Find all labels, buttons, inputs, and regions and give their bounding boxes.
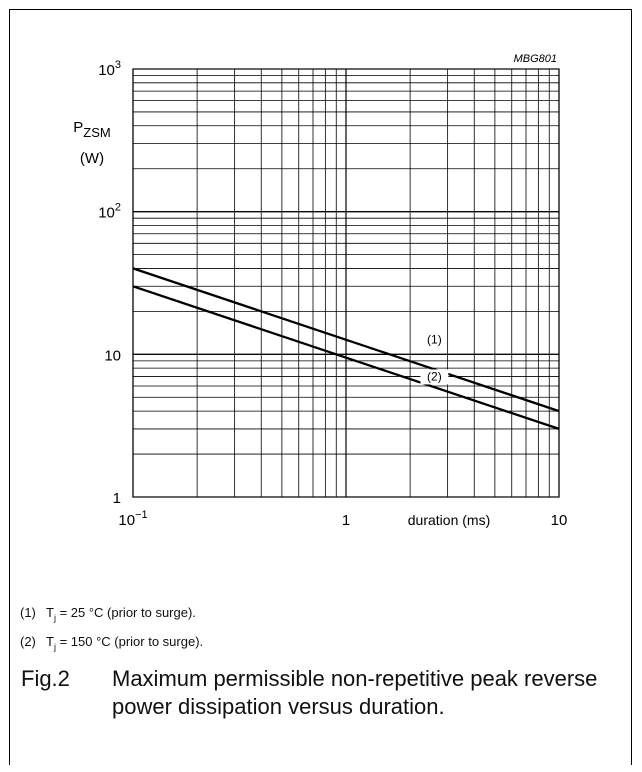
series-label-2-bg bbox=[420, 369, 449, 385]
y-tick-label: 103 bbox=[98, 59, 121, 79]
series-line-2 bbox=[132, 285, 560, 430]
caption-number: Fig.2 bbox=[21, 666, 70, 691]
grid bbox=[132, 68, 560, 498]
x-axis-label: duration (ms) bbox=[408, 512, 490, 528]
series-label-1: (1) bbox=[427, 332, 442, 346]
y-tick-label: 10 bbox=[104, 347, 121, 364]
caption-text: Maximum permissible non-repetitive peak … bbox=[112, 666, 598, 719]
note-2: (2) Tj = 150 °C (prior to surge). bbox=[20, 634, 204, 652]
y-axis-label: PZSM bbox=[73, 119, 110, 140]
y-tick-label: 1 bbox=[113, 490, 121, 507]
series-line-1 bbox=[132, 267, 560, 413]
plot-border bbox=[132, 68, 560, 498]
series-label-2: (2) bbox=[427, 369, 442, 383]
note-2-symbol: T bbox=[46, 634, 54, 649]
y-axis-unit: (W) bbox=[80, 150, 104, 167]
figure-code: MBG801 bbox=[514, 53, 557, 65]
x-tick-label: 10−1 bbox=[118, 509, 147, 529]
y-tick-label: 102 bbox=[98, 202, 121, 222]
note-1-text: = 25 °C (prior to surge). bbox=[55, 605, 196, 620]
tick-labels: 10−1 1 10 1 10 102 103 bbox=[98, 59, 567, 529]
note-1-number: (1) bbox=[20, 605, 36, 620]
series-group: (1) (2) bbox=[132, 267, 560, 430]
note-2-text: = 150 °C (prior to surge). bbox=[55, 634, 204, 649]
figure-frame bbox=[9, 9, 632, 765]
note-2-subscript: j bbox=[53, 642, 56, 652]
note-1: (1) Tj = 25 °C (prior to surge). bbox=[20, 605, 196, 623]
note-1-subscript: j bbox=[53, 613, 56, 623]
y-axis-subscript: ZSM bbox=[83, 125, 110, 140]
x-tick-label: 10 bbox=[551, 512, 568, 529]
y-axis-symbol: P bbox=[73, 119, 83, 136]
note-2-number: (2) bbox=[20, 634, 36, 649]
note-1-symbol: T bbox=[46, 605, 54, 620]
x-tick-label: 1 bbox=[342, 512, 350, 529]
